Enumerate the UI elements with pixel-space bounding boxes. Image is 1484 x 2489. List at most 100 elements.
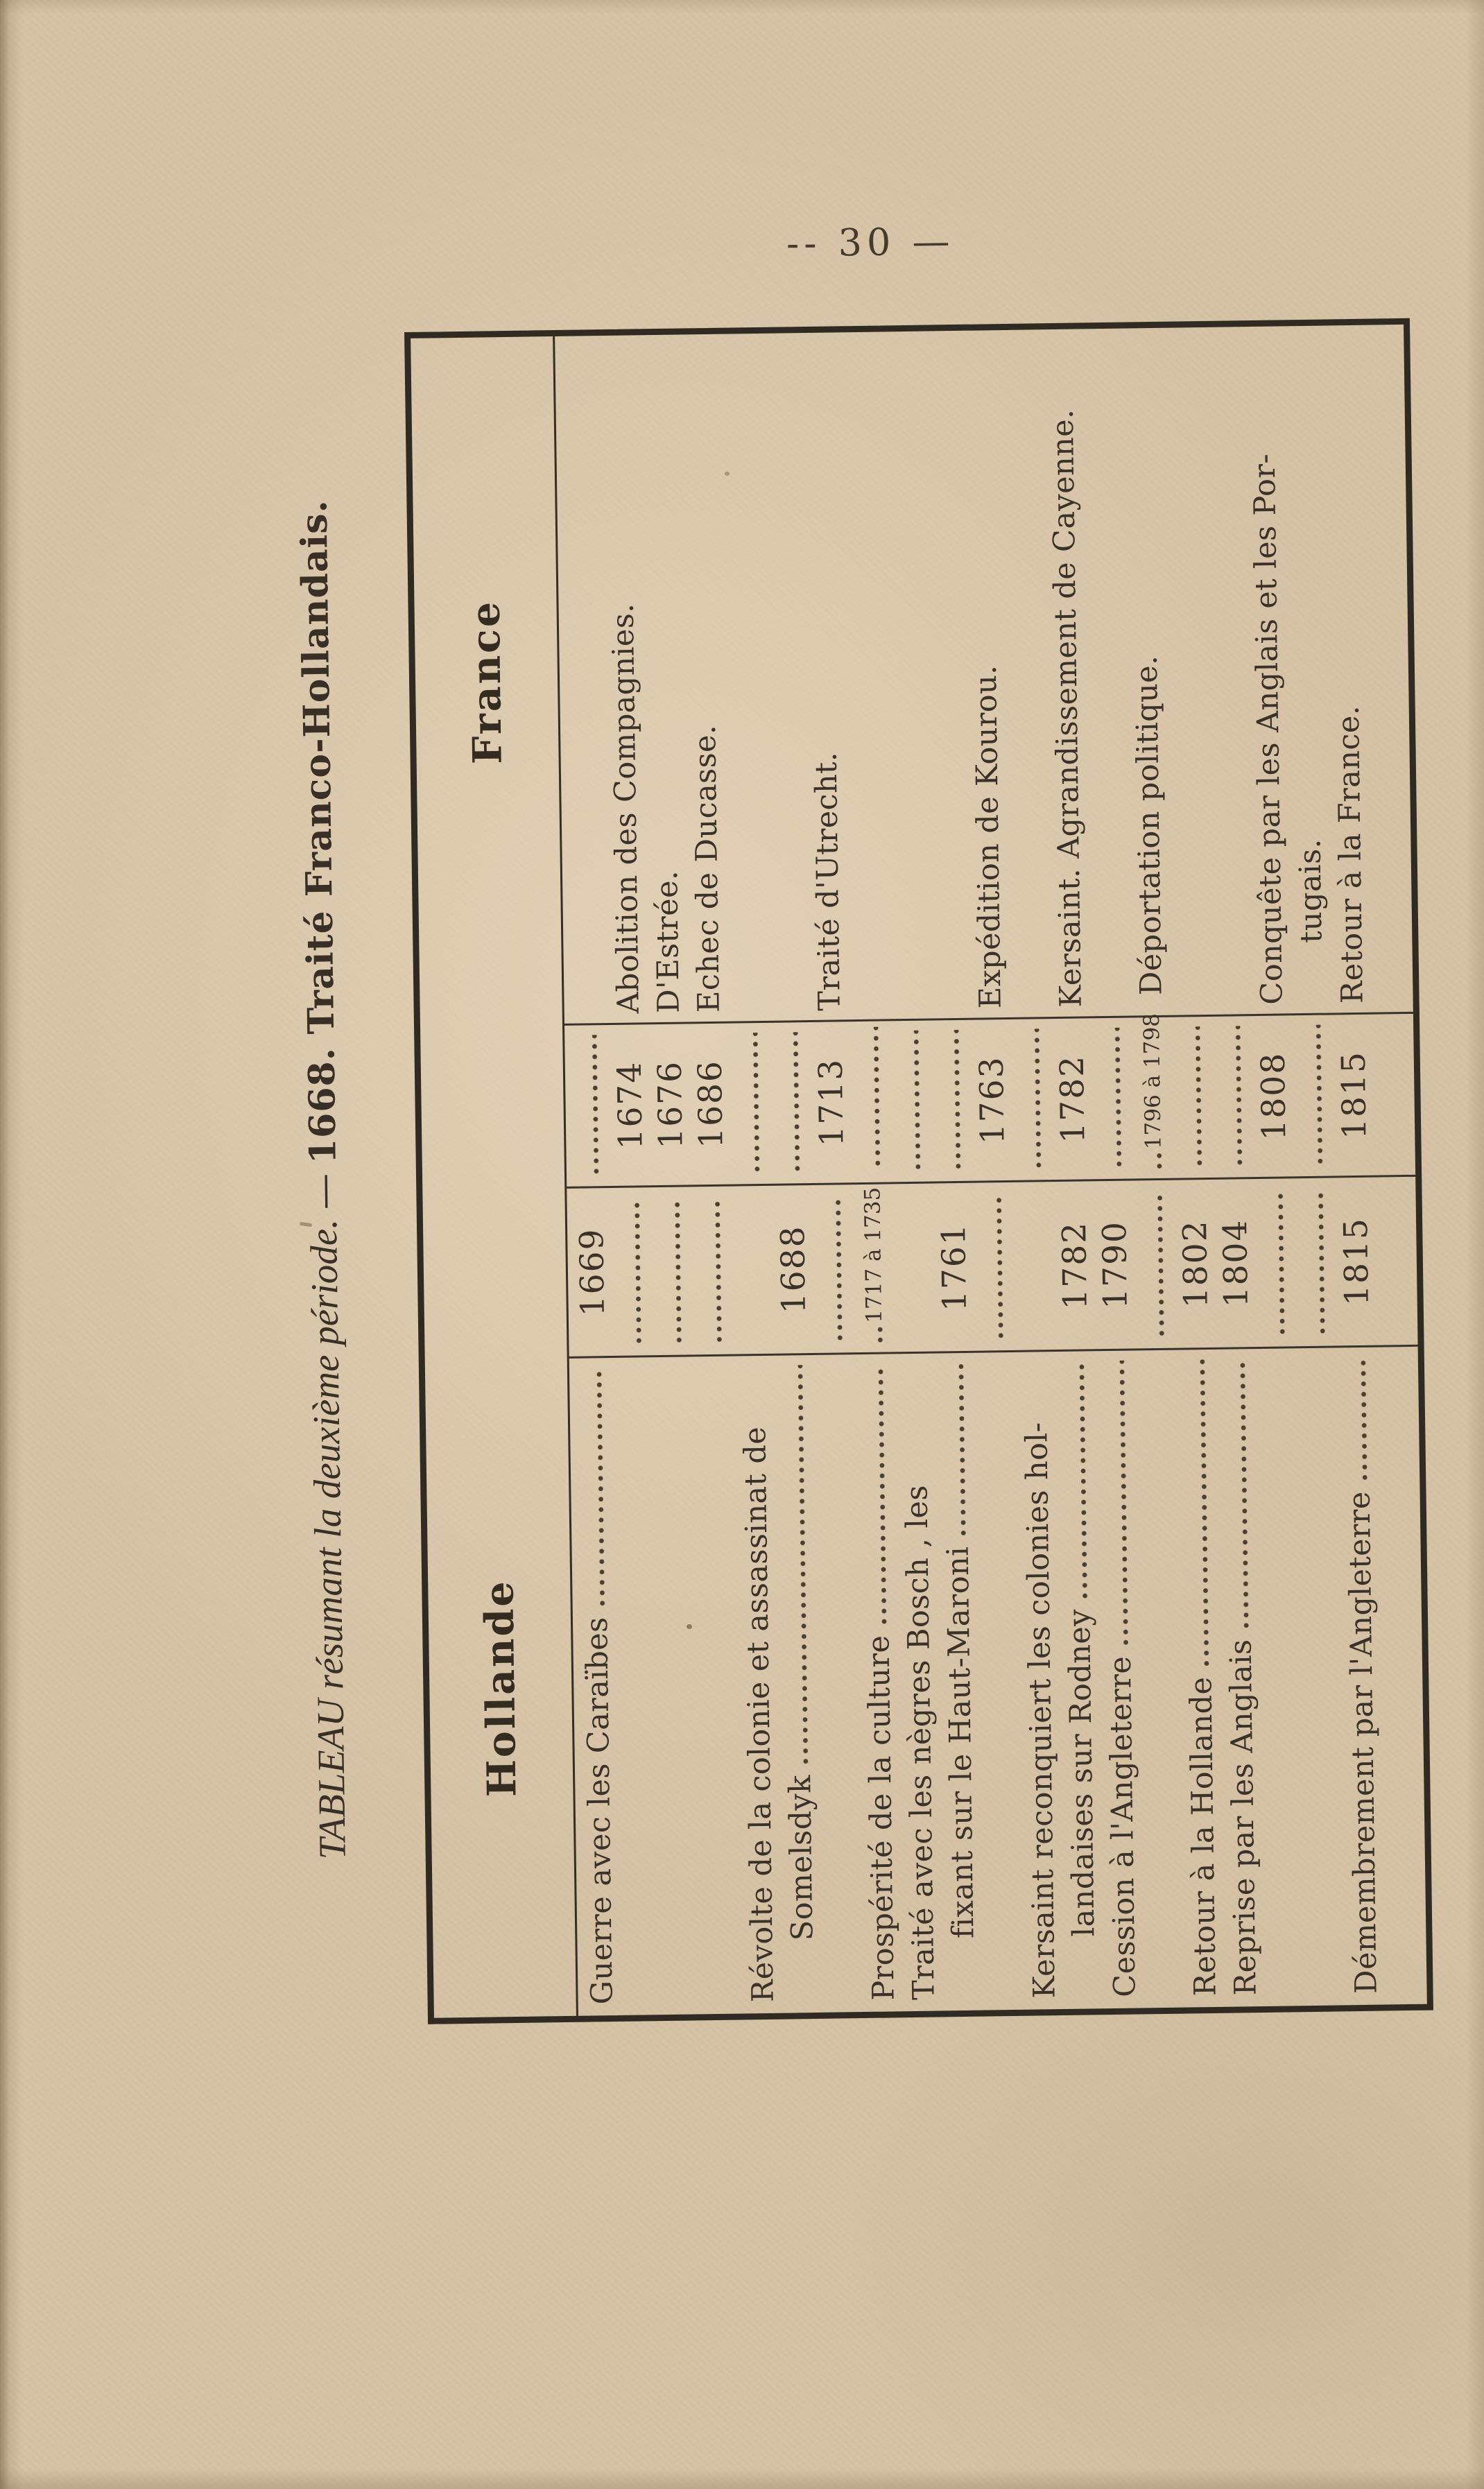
france-entry-cell-text: Retour à la France. bbox=[1331, 705, 1370, 1004]
france-date-cell bbox=[1212, 1016, 1254, 1180]
scan-speck bbox=[725, 472, 730, 476]
hollande-date-cell: 1790 bbox=[1094, 1180, 1136, 1351]
france-date-cell bbox=[1293, 1015, 1335, 1178]
france-date-cell: 1763 bbox=[971, 1019, 1013, 1183]
france-date-cell-year: 1782 bbox=[1053, 1054, 1092, 1144]
france-date-cell: 1676 bbox=[649, 1024, 691, 1187]
dotted-leader bbox=[956, 1362, 968, 1538]
france-date-cell-year: 1763 bbox=[972, 1056, 1012, 1145]
hollande-date-cell-year: 1669 bbox=[572, 1228, 612, 1317]
caption-bold-part: 1668. Traité Franco-Hollandais. bbox=[293, 499, 345, 1164]
table-frame: Hollande France Guerre avec les Caraïbes… bbox=[404, 318, 1433, 2024]
dotted-leader bbox=[1198, 1359, 1211, 1669]
hollande-date-cell-year: 1761 bbox=[934, 1222, 974, 1312]
hollande-date-cell-year: 1717 à 1735 bbox=[860, 1187, 888, 1323]
dotted-leader bbox=[1113, 1027, 1123, 1169]
hollande-date-cell: 1802 bbox=[1174, 1180, 1216, 1350]
hollande-date-cell bbox=[1013, 1182, 1055, 1352]
hollande-date-cell-year: 1688 bbox=[773, 1225, 813, 1314]
dotted-leader bbox=[952, 1029, 963, 1172]
hollande-date-cell bbox=[812, 1185, 854, 1355]
dotted-leader bbox=[1033, 1028, 1043, 1171]
rotated-table-area: TABLEAU résumant la deuxième période. — 16… bbox=[286, 318, 1433, 2026]
hollande-date-cell bbox=[1295, 1178, 1337, 1348]
france-entry-cell-text: D'Estrée. bbox=[649, 870, 687, 1014]
france-date-cell bbox=[1011, 1019, 1053, 1182]
caption-italic-part: TABLEAU résumant la deuxième période. bbox=[302, 1218, 354, 1860]
hollande-date-cell: 1761 bbox=[933, 1183, 975, 1354]
france-date-cell: 1686 bbox=[689, 1024, 732, 1187]
dotted-leader bbox=[1155, 1153, 1164, 1172]
hollande-entry-cell-text: Prospérité de la culture bbox=[861, 1635, 901, 2001]
dotted-leader bbox=[1316, 1187, 1327, 1336]
hollande-date-cell bbox=[1254, 1178, 1297, 1349]
france-date-cell-year: 1808 bbox=[1254, 1051, 1293, 1141]
dotted-leader bbox=[1358, 1357, 1370, 1483]
hollande-date-cell: 1782 bbox=[1053, 1181, 1096, 1352]
france-date-cell bbox=[770, 1022, 812, 1186]
hollande-date-cell bbox=[611, 1187, 653, 1358]
france-date-cell bbox=[569, 1025, 611, 1189]
dotted-leader bbox=[876, 1363, 889, 1627]
hollande-entry-cell-text: Guerre avec les Caraïbes bbox=[579, 1617, 620, 2005]
france-entry-cell-text: tugais. bbox=[1293, 838, 1329, 944]
hollande-entry-cell-text: landaises sur Rodney bbox=[1062, 1608, 1102, 1937]
dotted-leader bbox=[713, 1196, 724, 1345]
hollande-date-cell-year: 1782 bbox=[1055, 1221, 1095, 1310]
dotted-leader bbox=[590, 1035, 601, 1177]
hollande-date-cell-year: 1804 bbox=[1216, 1218, 1256, 1308]
france-date-cell: 1815 bbox=[1333, 1015, 1375, 1178]
hollande-date-cell-year: 1815 bbox=[1336, 1216, 1377, 1307]
france-date-cell bbox=[931, 1020, 973, 1184]
dotted-leader bbox=[1314, 1024, 1325, 1166]
france-date-cell: 1713 bbox=[810, 1022, 852, 1185]
caption-dash: — bbox=[302, 1173, 345, 1210]
dotted-leader bbox=[795, 1365, 810, 1767]
hollande-entry-cell-text: Retour à la Hollande bbox=[1184, 1676, 1223, 1997]
france-date-cell: 1796 à 1798 bbox=[1132, 1006, 1174, 1181]
hollande-date-cell: 1815 bbox=[1335, 1178, 1377, 1348]
dotted-leader bbox=[872, 1026, 882, 1169]
hollande-date-cell bbox=[892, 1184, 935, 1354]
france-date-cell-year: 1713 bbox=[811, 1058, 851, 1147]
hollande-entry-cell-text: fixant sur le Haut-Maroni bbox=[940, 1546, 981, 1939]
france-date-cell-year: 1674 bbox=[610, 1060, 650, 1150]
france-date-cell bbox=[1172, 1017, 1214, 1180]
france-entry-cell-text: Abolition des Compagnies. bbox=[605, 603, 646, 1014]
dotted-leader bbox=[876, 1327, 885, 1345]
hollande-date-cell bbox=[732, 1186, 774, 1357]
hollande-entry-cell-text: Traité avec les nègres Bosch , les bbox=[899, 1484, 942, 2001]
dotted-leader bbox=[1117, 1360, 1130, 1648]
dotted-leader bbox=[994, 1192, 1006, 1341]
column-header-hollande: Hollande bbox=[476, 1579, 526, 1798]
scan-speck bbox=[687, 1624, 692, 1629]
hollande-date-cell: 1688 bbox=[772, 1185, 814, 1356]
table-header-row: Hollande France bbox=[411, 336, 578, 2018]
table-caption: TABLEAU résumant la deuxième période. — 16… bbox=[289, 333, 358, 2026]
hollande-entry-cell-text: Démembrement par l'Angleterre bbox=[1342, 1490, 1384, 1995]
dotted-leader bbox=[751, 1033, 762, 1175]
hollande-date-cell bbox=[1134, 1180, 1176, 1351]
hollande-date-cell-year: 1802 bbox=[1175, 1219, 1216, 1309]
dotted-leader bbox=[912, 1030, 923, 1172]
france-entry-cell-text: Traité d'Utrecht. bbox=[809, 751, 847, 1011]
france-date-cell bbox=[850, 1017, 892, 1180]
hollande-date-cell-year: 1790 bbox=[1095, 1220, 1135, 1310]
france-date-cell: 1674 bbox=[609, 1024, 651, 1188]
france-date-cell-year: 1815 bbox=[1334, 1050, 1374, 1140]
hollande-date-cell: 1669 bbox=[571, 1188, 613, 1359]
dotted-leader bbox=[594, 1368, 607, 1609]
hollande-date-cell bbox=[651, 1187, 693, 1357]
france-date-cell-year: 1796 à 1798 bbox=[1139, 1013, 1166, 1150]
dotted-leader bbox=[834, 1194, 845, 1343]
hollande-date-cell bbox=[691, 1187, 734, 1357]
dotted-leader bbox=[673, 1196, 684, 1345]
france-entry-cell-text: Déportation politique. bbox=[1129, 655, 1169, 996]
hollande-entry-cell-text: Reprise par les Anglais bbox=[1223, 1639, 1263, 1996]
hollande-date-cell: 1717 à 1735 bbox=[852, 1180, 895, 1354]
hollande-entry-cell: Démembrement par l'Angleterre bbox=[1338, 1347, 1387, 2006]
hollande-date-cell bbox=[973, 1182, 1015, 1353]
table-body: Guerre avec les Caraïbes 1669 1674 Abolitio… bbox=[555, 325, 1427, 2016]
table-unrotated-plane: TABLEAU résumant la deuxième période. — 16… bbox=[286, 318, 1433, 2026]
